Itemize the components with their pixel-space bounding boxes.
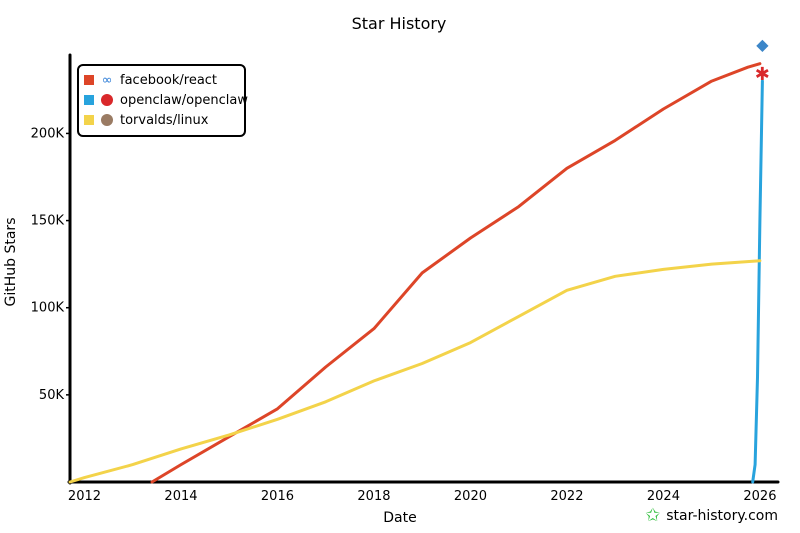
meta-infinity-icon: ∞ [102, 73, 113, 88]
x-tick-label: 2012 [68, 489, 101, 504]
series-line-openclaw-openclaw [751, 79, 764, 484]
series-line-torvalds-linux [68, 259, 762, 484]
end-markers: ◆✱ [755, 35, 770, 85]
legend-swatch [84, 75, 94, 85]
legend-box [77, 64, 246, 137]
x-tick-label: 2024 [647, 489, 680, 504]
watermark[interactable]: ✩ star-history.com [645, 507, 778, 525]
series-line-facebook-react [150, 62, 762, 484]
axes-layer: 2012 2014 2016 2018 2020 2022 2024 2026 50K 100K 1… [31, 53, 780, 504]
legend-swatch [84, 95, 94, 105]
y-tick-label: 50K [39, 388, 65, 403]
series-layer [68, 62, 764, 484]
y-tick-label: 100K [31, 301, 65, 316]
y-tick-label: 200K [31, 126, 65, 141]
star-logo-icon: ✩ [645, 505, 661, 526]
legend-label: torvalds/linux [120, 113, 209, 128]
lobster-icon: ✱ [755, 64, 770, 85]
x-axis-title: Date [383, 510, 416, 526]
legend: ∞ facebook/react openclaw/openclaw torvalds… [77, 64, 248, 137]
legend-label: facebook/react [120, 73, 217, 88]
legend-swatch [84, 115, 94, 125]
openclaw-avatar-icon [101, 94, 113, 106]
linus-avatar-icon [101, 114, 113, 126]
x-tick-label: 2018 [357, 489, 390, 504]
x-tick-label: 2026 [743, 489, 776, 504]
fish-icon: ◆ [756, 35, 769, 54]
x-tick-label: 2020 [454, 489, 487, 504]
y-axis-title: GitHub Stars [3, 218, 19, 307]
x-tick-label: 2014 [164, 489, 197, 504]
watermark-text: star-history.com [666, 508, 778, 524]
y-tick-label: 150K [31, 214, 65, 229]
legend-label: openclaw/openclaw [120, 93, 248, 108]
x-tick-label: 2016 [261, 489, 294, 504]
chart-title: Star History [352, 14, 447, 33]
x-tick-label: 2022 [550, 489, 583, 504]
